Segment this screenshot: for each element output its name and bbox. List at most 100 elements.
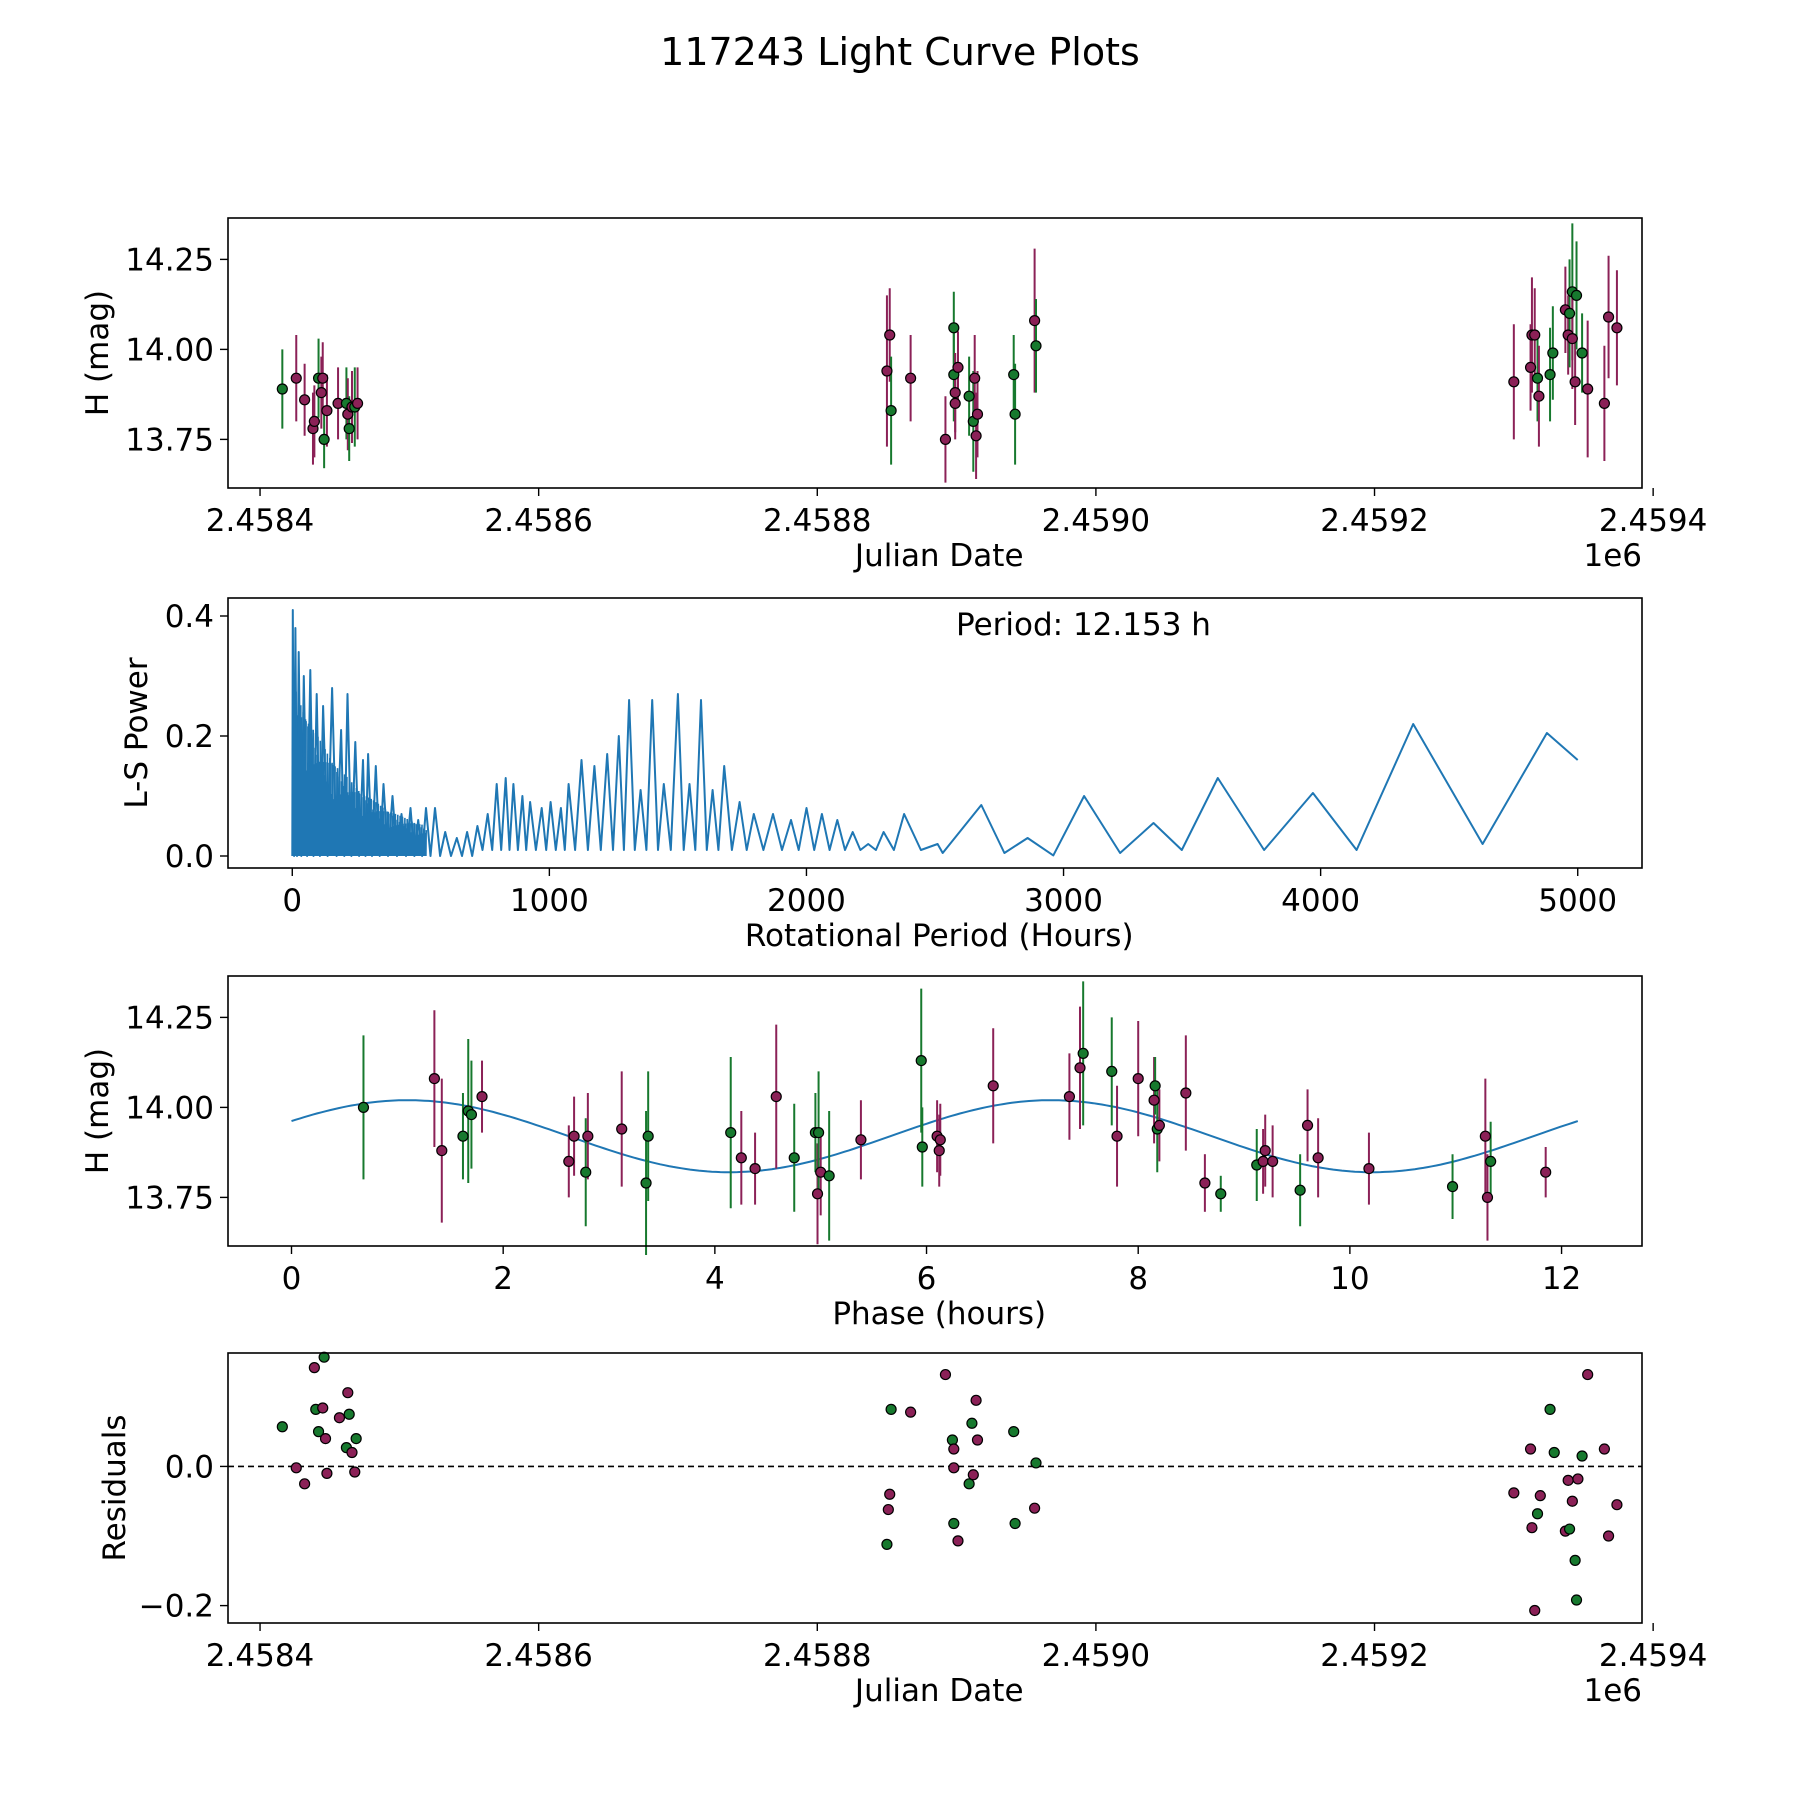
data-point <box>1008 1426 1020 1438</box>
y-axis-label: H (mag) <box>80 1048 116 1174</box>
data-point <box>321 405 333 417</box>
data-point <box>1572 1473 1584 1485</box>
x-tick-label: 2000 <box>767 883 846 919</box>
data-point <box>1576 347 1588 359</box>
data-point <box>1562 1474 1574 1486</box>
y-tick-label: 13.75 <box>125 1180 214 1216</box>
x-tick-label: 2.4586 <box>484 503 592 539</box>
data-point <box>343 423 355 435</box>
data-point <box>318 433 330 445</box>
data-point <box>1531 372 1544 384</box>
x-tick-label: 2.4590 <box>1042 503 1150 539</box>
period-annotation: Period: 12.153 h <box>956 607 1211 643</box>
axes-frame <box>227 217 1643 489</box>
data-point <box>1215 1188 1227 1200</box>
x-offset-text: 1e6 <box>1583 538 1642 574</box>
y-tick-label: −0.2 <box>139 1589 214 1625</box>
data-point <box>299 1478 311 1490</box>
y-tick-label: 14.25 <box>125 242 214 278</box>
y-axis-label: L-S Power <box>119 657 155 808</box>
data-point <box>987 1080 999 1092</box>
data-point <box>882 1503 894 1516</box>
data-point <box>1030 1457 1042 1469</box>
periodogram-forest <box>291 685 427 857</box>
data-point <box>948 1462 960 1474</box>
data-point <box>1009 1517 1021 1530</box>
data-point <box>1132 1072 1144 1085</box>
data-point <box>1563 1523 1576 1535</box>
data-point <box>1582 383 1594 395</box>
data-point <box>1531 1508 1544 1520</box>
data-point <box>1576 1450 1588 1462</box>
x-tick-label: 1000 <box>510 883 589 919</box>
y-tick-label: 14.00 <box>125 332 214 368</box>
data-point <box>1598 1443 1610 1455</box>
data-point <box>1030 340 1042 352</box>
data-point <box>457 1130 469 1142</box>
data-point <box>749 1162 761 1175</box>
data-point <box>1563 307 1576 319</box>
data-point <box>1008 369 1020 381</box>
x-tick-label: 2.4590 <box>1042 1638 1150 1674</box>
data-point <box>1312 1152 1324 1164</box>
data-point <box>1257 1155 1269 1168</box>
data-point <box>952 361 964 373</box>
data-point <box>312 1426 325 1438</box>
data-point <box>436 1144 448 1157</box>
data-point <box>1548 1446 1560 1459</box>
x-tick-label: 2.4584 <box>206 503 314 539</box>
y-tick-label: 0.4 <box>165 599 214 635</box>
data-point <box>1508 1487 1520 1499</box>
data-point <box>315 387 327 399</box>
data-point <box>351 397 364 409</box>
data-point <box>823 1170 835 1182</box>
x-tick-label: 2.4594 <box>1599 503 1707 539</box>
data-point <box>1524 361 1537 373</box>
data-point <box>1566 1495 1578 1507</box>
sinusoid-fit-line <box>291 1099 1579 1174</box>
data-point <box>948 1517 960 1530</box>
x-tick-label: 2.4584 <box>206 1638 314 1674</box>
data-point <box>946 1434 959 1446</box>
data-point <box>308 1362 320 1374</box>
data-point <box>735 1152 747 1164</box>
data-point <box>1508 376 1520 388</box>
data-point <box>580 1166 592 1178</box>
data-point <box>321 1467 333 1479</box>
data-point <box>1611 1499 1623 1511</box>
data-point <box>939 1368 952 1381</box>
periodogram-panel: Period: 12.153 h 0 1000 2000 3000 4000 5000 0.0… <box>119 597 1643 954</box>
x-axis-label: Rotational Period (Hours) <box>745 918 1134 954</box>
data-point <box>1149 1080 1161 1092</box>
data-point <box>1063 1090 1076 1103</box>
x-tick-label: 5000 <box>1538 883 1617 919</box>
data-point <box>568 1130 580 1142</box>
x-tick-label: 0 <box>282 1261 302 1297</box>
y-tick-label: 14.25 <box>125 1000 214 1036</box>
data-point <box>640 1177 652 1189</box>
data-point <box>1199 1177 1211 1189</box>
data-point <box>319 1432 332 1445</box>
data-point <box>971 1434 984 1446</box>
data-point <box>1111 1130 1123 1142</box>
data-point <box>971 408 984 420</box>
data-point <box>855 1134 867 1146</box>
residuals-panel: 2.4584 2.4586 2.4588 2.4590 2.4592 2.4594 −0.2… <box>97 1351 1707 1709</box>
data-point <box>1485 1155 1497 1168</box>
data-point <box>350 1432 362 1445</box>
data-point <box>916 1141 928 1153</box>
data-point <box>465 1108 478 1121</box>
data-point <box>342 1387 354 1399</box>
data-point <box>317 1402 329 1414</box>
data-point <box>770 1090 782 1103</box>
data-point <box>1009 408 1021 420</box>
data-point <box>915 1054 927 1067</box>
data-point <box>1267 1155 1279 1168</box>
data-point <box>1481 1191 1494 1204</box>
data-point <box>1526 1522 1538 1534</box>
x-tick-label: 12 <box>1542 1261 1581 1297</box>
phase-folded-panel: 0 2 4 6 8 10 12 13.75 14.00 14.25 Phase (hours) H (… <box>80 975 1643 1332</box>
data-point <box>1029 315 1041 327</box>
x-tick-label: 2.4594 <box>1599 1638 1707 1674</box>
light-curve-panel: 2.4584 2.4586 2.4588 2.4590 2.4592 2.4594 13.7… <box>80 217 1707 574</box>
